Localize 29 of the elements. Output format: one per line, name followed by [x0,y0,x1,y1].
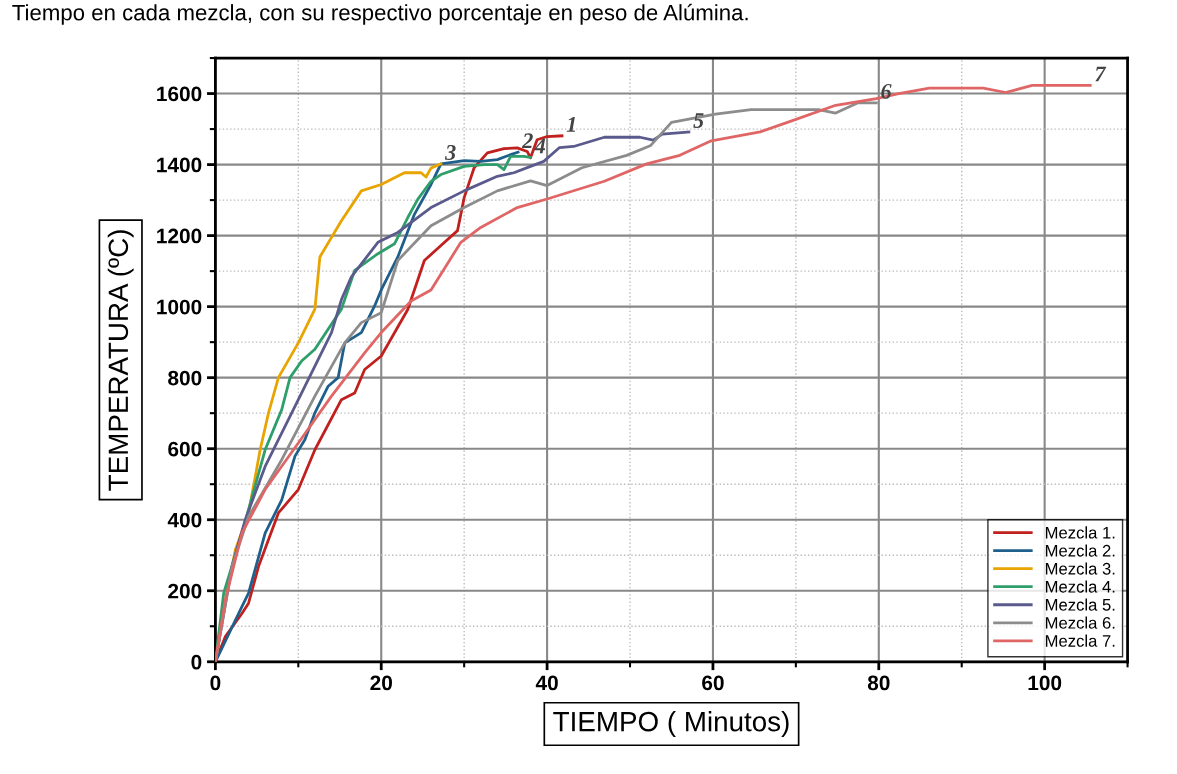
y-tick-label: 400 [167,512,202,528]
y-axis-title: TEMPERATURA (ºC) [107,230,134,491]
y-tick-label: 1400 [157,157,202,173]
y-tick-label: 1600 [157,86,202,102]
annotation: 1 [566,116,576,132]
annotation: 3 [444,145,456,160]
x-tick-label: 80 [867,675,890,691]
y-tick-label: 800 [168,370,202,386]
x-axis-title: TIEMPO ( Minutos) [553,711,789,737]
x-tick-label: 0 [210,675,221,691]
legend-label: Mezcla 3. [1045,562,1115,575]
legend-label: Mezcla 4. [1045,580,1115,593]
x-tick-label: 20 [370,675,392,691]
y-tick-label: 1000 [157,299,202,315]
legend-label: Mezcla 1. [1045,526,1115,539]
y-tick-label: 0 [191,654,202,670]
legend-label: Mezcla 7. [1045,634,1115,647]
y-tick-label: 1200 [157,228,202,244]
annotation: 2 [521,133,533,148]
legend-label: Mezcla 5. [1045,598,1115,611]
legend-label: Mezcla 6. [1045,616,1115,629]
text: Tiempo en cada mezcla, con su respectivo porcentaje en peso de Alúmina. [12,3,748,25]
x-tick-label: 40 [535,675,558,691]
x-tick-label: 60 [702,675,724,691]
y-tick-label: 200 [168,583,202,599]
annotation: 7 [1095,66,1107,82]
x-tick-label: 100 [1028,675,1062,691]
legend-label: Mezcla 2. [1045,544,1115,557]
y-tick-label: 600 [168,441,202,457]
